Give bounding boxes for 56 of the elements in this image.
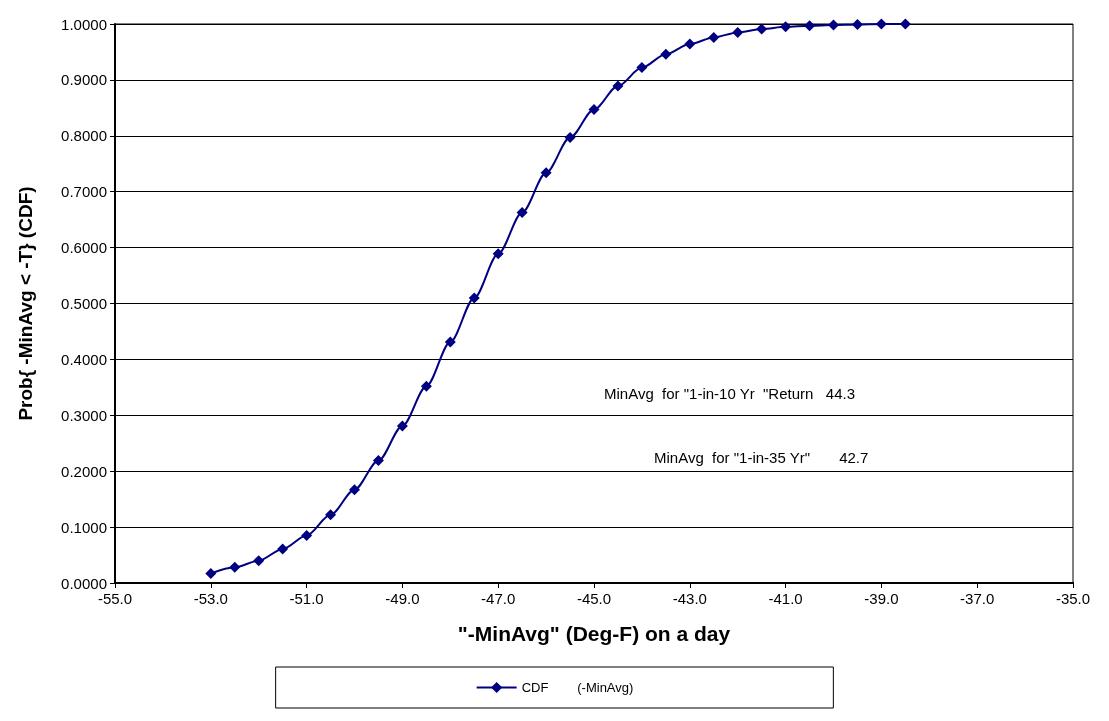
point bbox=[612, 80, 624, 92]
point bbox=[588, 104, 600, 116]
point bbox=[564, 131, 576, 143]
point bbox=[372, 455, 384, 467]
point bbox=[516, 206, 528, 218]
point bbox=[229, 561, 241, 573]
y-tick-label: 0.7000 bbox=[61, 183, 107, 201]
x-tick-label: -49.0 bbox=[385, 590, 420, 607]
point bbox=[325, 509, 337, 521]
legend-label: CDF (-MinAvg) bbox=[521, 680, 634, 695]
x-tick-label: -55.0 bbox=[97, 590, 133, 607]
y-tick-label: 0.6000 bbox=[61, 239, 107, 257]
y-tick-label: 0.8000 bbox=[61, 127, 107, 145]
point bbox=[828, 19, 839, 31]
point bbox=[205, 568, 217, 579]
x-tick-label: -51.0 bbox=[289, 590, 324, 607]
point bbox=[636, 62, 648, 74]
x-tick-label: -47.0 bbox=[481, 590, 516, 607]
x-tick-label: -43.0 bbox=[672, 590, 707, 607]
annotation: MinAvg for "1-in-35 Yr" 42.7 bbox=[654, 449, 869, 466]
point bbox=[444, 336, 456, 348]
point bbox=[301, 529, 313, 541]
point bbox=[492, 248, 504, 260]
point bbox=[277, 543, 289, 555]
x-tick-label: -35.0 bbox=[1055, 590, 1091, 607]
y-axis-title: Prob{ -MinAvg < -T} (CDF) bbox=[15, 186, 36, 421]
point bbox=[540, 167, 552, 179]
x-tick-label: -39.0 bbox=[864, 590, 899, 607]
x-tick-label: -41.0 bbox=[768, 590, 803, 607]
y-tick-label: 0.5000 bbox=[61, 295, 107, 312]
point bbox=[875, 18, 887, 30]
x-tick-label: -45.0 bbox=[576, 590, 612, 607]
point bbox=[396, 420, 408, 432]
x-axis-title: "-MinAvg" (Deg-F) on a day bbox=[457, 622, 731, 645]
point bbox=[349, 484, 360, 496]
y-tick-label: 0.3000 bbox=[61, 406, 107, 424]
point bbox=[253, 555, 265, 567]
y-tick-label: 1.0000 bbox=[61, 15, 107, 33]
point bbox=[468, 292, 480, 304]
x-tick-label: -37.0 bbox=[960, 590, 995, 607]
point bbox=[851, 19, 863, 31]
point bbox=[756, 23, 768, 35]
point bbox=[804, 20, 816, 32]
point bbox=[708, 31, 720, 43]
y-tick-label: 0.4000 bbox=[61, 350, 107, 368]
annotation: MinAvg for "1-in-10 Yr "Return 44.3 bbox=[604, 385, 856, 402]
x-tick-label: -53.0 bbox=[193, 590, 228, 607]
point bbox=[780, 21, 792, 33]
y-tick-label: 0.2000 bbox=[61, 462, 107, 480]
point bbox=[732, 26, 744, 38]
y-tick-label: 0.1000 bbox=[61, 518, 107, 536]
point bbox=[420, 380, 432, 392]
point bbox=[660, 48, 672, 60]
y-tick-label: 0.0000 bbox=[61, 574, 107, 592]
point bbox=[684, 38, 696, 50]
y-tick-label: 0.9000 bbox=[61, 71, 107, 89]
